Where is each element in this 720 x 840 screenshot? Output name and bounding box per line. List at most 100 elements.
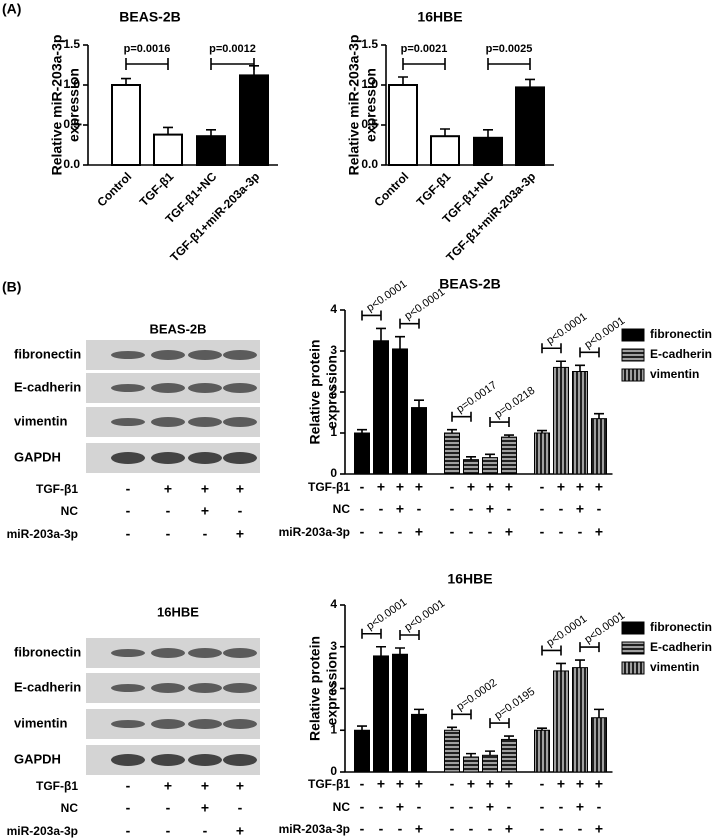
condition-sign: -	[360, 524, 365, 540]
condition-sign: +	[505, 821, 513, 837]
blot-title: 16HBE	[157, 604, 199, 619]
blot-band	[151, 383, 185, 393]
y-tick-label: 2	[330, 384, 337, 398]
bar	[444, 729, 460, 773]
significance-bracket	[489, 417, 510, 428]
condition-sign: +	[595, 479, 603, 495]
condition-sign: -	[540, 501, 545, 517]
error-bar	[575, 364, 585, 372]
y-tick-label: 0.0	[361, 157, 378, 171]
blot-band	[188, 683, 222, 693]
blot-row-label: vimentin	[14, 715, 68, 730]
y-tick-label: 1.5	[361, 37, 378, 51]
error-bar	[163, 126, 173, 135]
y-axis-label: expression	[324, 355, 340, 429]
condition-sign: -	[166, 526, 171, 542]
condition-label: TGF-β1	[308, 480, 350, 494]
bar	[591, 717, 607, 773]
error-bar	[206, 129, 216, 137]
error-bar	[357, 725, 367, 731]
condition-sign: -	[559, 501, 564, 517]
condition-sign: -	[540, 799, 545, 815]
error-bar	[483, 129, 493, 138]
y-axis-label: Relative protein	[307, 636, 323, 741]
error-bar	[504, 434, 514, 438]
bar	[501, 738, 517, 773]
error-bar	[525, 78, 535, 88]
condition-sign: -	[540, 524, 545, 540]
x-tick-label: TGF-β1	[137, 169, 177, 209]
panel-label: (B)	[2, 279, 21, 295]
blot-row-label: GAPDH	[14, 449, 61, 464]
y-tick-label: 0.5	[63, 117, 80, 131]
bar	[411, 713, 427, 773]
condition-label: NC	[333, 502, 351, 516]
error-bar	[395, 335, 405, 349]
y-tick-label: 1.0	[63, 77, 80, 91]
blot-band	[188, 648, 222, 658]
error-bar	[466, 455, 476, 460]
blot-band	[188, 383, 222, 393]
condition-sign: +	[576, 776, 584, 792]
error-bar	[556, 360, 566, 368]
y-tick-label: 4	[330, 597, 337, 611]
y-axis-label: Relative miR-203a-3p	[49, 35, 65, 176]
bar	[392, 653, 408, 773]
significance-bracket	[451, 709, 472, 720]
bar	[388, 84, 418, 166]
p-value: p<0.0001	[545, 613, 590, 649]
error-bar	[395, 647, 405, 655]
condition-sign: -	[126, 823, 131, 839]
blot-band	[151, 683, 185, 693]
blot-band	[188, 452, 222, 464]
y-tick-label: 1	[330, 722, 337, 736]
legend-label: vimentin	[650, 367, 699, 381]
condition-sign: +	[576, 479, 584, 495]
bar	[373, 340, 389, 475]
condition-sign: +	[201, 481, 209, 497]
condition-sign: -	[398, 524, 403, 540]
condition-label: TGF-β1	[36, 779, 78, 793]
condition-sign: -	[540, 821, 545, 837]
condition-sign: -	[360, 479, 365, 495]
legend-swatch	[621, 328, 645, 342]
condition-sign: -	[469, 524, 474, 540]
condition-sign: -	[126, 800, 131, 816]
p-value: p=0.0218	[493, 385, 538, 421]
condition-sign: +	[505, 776, 513, 792]
blot-band	[223, 417, 257, 427]
condition-sign: +	[415, 524, 423, 540]
blot-band	[223, 648, 257, 658]
condition-sign: +	[201, 503, 209, 519]
y-tick-label: 0	[330, 764, 337, 778]
condition-sign: -	[559, 524, 564, 540]
condition-sign: -	[166, 503, 171, 519]
p-value: p=0.0025	[486, 43, 533, 55]
blot-band	[223, 683, 257, 693]
error-bar	[594, 412, 604, 419]
blot-band	[111, 351, 145, 359]
condition-sign: -	[450, 524, 455, 540]
error-bar	[575, 659, 585, 668]
significance-bracket	[579, 642, 600, 653]
condition-sign: +	[505, 479, 513, 495]
error-bar	[121, 77, 131, 85]
condition-sign: -	[360, 799, 365, 815]
condition-sign: -	[360, 501, 365, 517]
y-tick-label: 1.5	[63, 37, 80, 51]
y-axis-label: expression	[363, 68, 379, 142]
p-value: p<0.0001	[365, 278, 410, 314]
condition-sign: +	[576, 501, 584, 517]
bar	[482, 457, 498, 475]
condition-sign: -	[559, 821, 564, 837]
blot-band	[111, 384, 145, 392]
condition-sign: -	[507, 501, 512, 517]
condition-sign: -	[469, 821, 474, 837]
condition-sign: -	[540, 479, 545, 495]
chart-title: BEAS-2B	[119, 9, 180, 25]
condition-sign: -	[166, 800, 171, 816]
condition-sign: -	[379, 524, 384, 540]
bar	[354, 729, 370, 773]
blot-band	[151, 719, 185, 729]
condition-label: miR-203a-3p	[7, 527, 78, 541]
